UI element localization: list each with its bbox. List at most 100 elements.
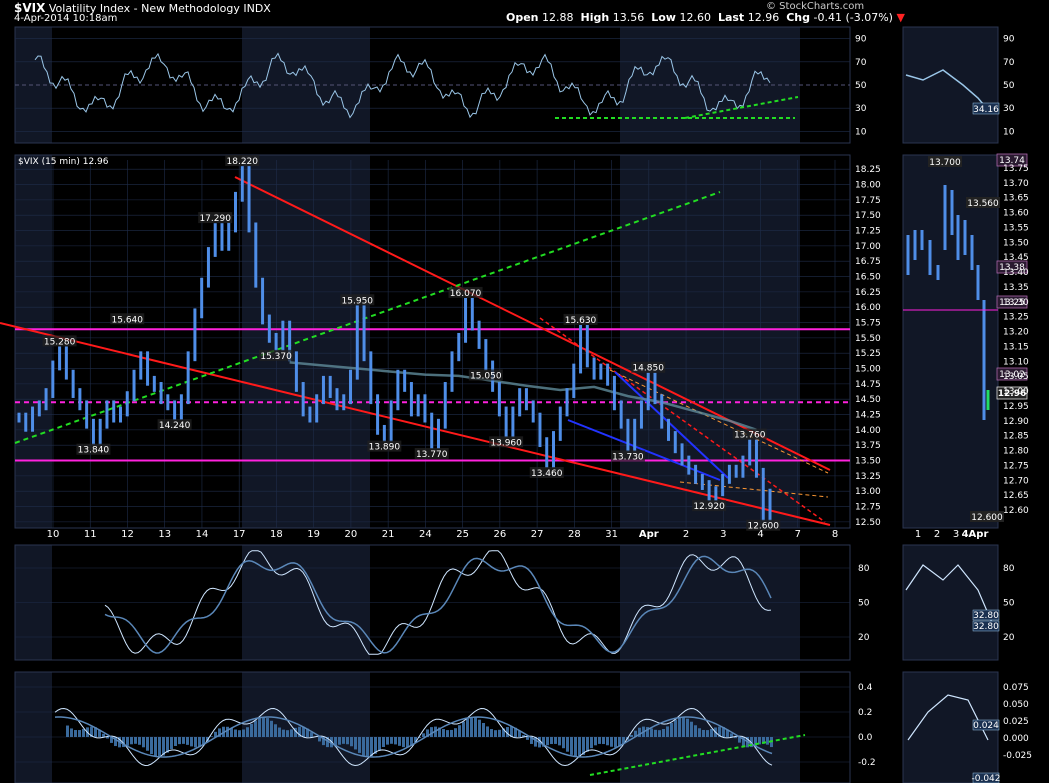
macd-histogram-bar xyxy=(406,737,409,748)
side-macd-tick-label: -0.025 xyxy=(1003,751,1032,761)
side-stoch-line xyxy=(905,564,994,626)
open-value: 12.88 xyxy=(542,11,574,24)
side-y-tick-label: 13.05 xyxy=(1003,372,1029,382)
macd-histogram-bar xyxy=(146,737,149,751)
macd-histogram-bar xyxy=(474,717,477,737)
chg-value: -0.41 (-3.07%) xyxy=(813,11,893,24)
macd-histogram-bar xyxy=(462,721,465,737)
open-label: Open xyxy=(506,11,539,24)
y-tick-label: 16.75 xyxy=(855,257,881,267)
price-badge-bg xyxy=(996,260,1028,274)
shade-band xyxy=(620,155,800,528)
macd-histogram-bar xyxy=(254,720,257,737)
macd-histogram-bar xyxy=(182,737,185,744)
shade-band xyxy=(15,672,52,783)
value-label-bg xyxy=(340,294,375,306)
down-arrow-icon: ▼ xyxy=(896,11,905,24)
x-tick-label: 26 xyxy=(493,529,506,540)
side-macd-line xyxy=(907,694,989,741)
macd-histogram-bar xyxy=(258,717,261,737)
y-tick-label: 13.50 xyxy=(855,457,881,467)
stoch-tick-label: 20 xyxy=(858,633,870,643)
value-label-bg xyxy=(225,155,260,167)
side-stoch-tick-label: 80 xyxy=(1003,564,1015,574)
macd-histogram-bar xyxy=(178,737,181,745)
macd-histogram-bar xyxy=(334,737,337,747)
macd-histogram-bar xyxy=(106,737,109,739)
low-value: 12.60 xyxy=(679,11,711,24)
stoch-tick-label: 50 xyxy=(858,599,870,609)
macd-histogram-bar xyxy=(170,737,173,750)
y-tick-label: 16.50 xyxy=(855,273,881,283)
y-tick-label: 13.25 xyxy=(855,472,881,482)
side-y-tick-label: 13.60 xyxy=(1003,209,1029,219)
y-tick-label: 13.00 xyxy=(855,487,881,497)
blue-channel-line xyxy=(614,371,729,479)
macd-histogram-bar xyxy=(690,721,693,737)
green-dashed-trendline xyxy=(14,191,721,444)
macd-histogram-bar xyxy=(554,737,557,744)
side-rsi-tick-label: 10 xyxy=(1003,127,1015,137)
macd-histogram-bar xyxy=(514,727,517,737)
side-macd-tick-label: 0.000 xyxy=(1003,734,1029,744)
macd-histogram-bar xyxy=(94,727,97,737)
macd-histogram-bar xyxy=(530,737,533,744)
macd-histogram-bar xyxy=(710,728,713,737)
macd-histogram-bar xyxy=(366,737,369,757)
macd-green-trendline xyxy=(589,734,806,776)
rsi-tick-label: 30 xyxy=(855,104,867,114)
y-tick-label: 17.75 xyxy=(855,196,881,206)
value-label: 17.290 xyxy=(199,214,231,224)
side-y-tick-label: 12.80 xyxy=(1003,447,1029,457)
value-label: 13.960 xyxy=(490,438,522,448)
macd-histogram-bar xyxy=(526,737,529,740)
x-tick-label: 25 xyxy=(456,529,469,540)
x-tick-label: 28 xyxy=(568,529,581,540)
value-label: 15.950 xyxy=(342,296,374,306)
macd-histogram-bar xyxy=(110,737,113,743)
macd-histogram-bar xyxy=(666,726,669,737)
macd-histogram-bar xyxy=(470,717,473,737)
shade-band xyxy=(242,155,370,528)
macd-histogram-bar xyxy=(590,737,593,749)
macd-histogram-bar xyxy=(294,727,297,737)
side-rsi-tick-label: 90 xyxy=(1003,35,1015,45)
y-tick-label: 15.75 xyxy=(855,319,881,329)
x-tick-label: Apr xyxy=(639,529,659,540)
side-y-tick-label: 13.40 xyxy=(1003,268,1029,278)
stoch-tick-label: 80 xyxy=(858,564,870,574)
macd-histogram-bar xyxy=(754,737,757,746)
value-label: 15.280 xyxy=(44,337,76,347)
macd-histogram-bar xyxy=(730,733,733,737)
x-tick-label: 3 xyxy=(720,529,726,540)
macd-histogram-bar xyxy=(654,729,657,737)
value-label-bg xyxy=(414,447,449,459)
chg-label: Chg xyxy=(786,11,810,24)
price-badge-bg xyxy=(996,367,1028,381)
side-y-tick-label: 12.60 xyxy=(1003,506,1029,516)
side-y-tick-label: 12.65 xyxy=(1003,491,1029,501)
macd-histogram-bar xyxy=(354,737,357,750)
side-y-tick-label: 13.25 xyxy=(1003,313,1029,323)
orange-dashed-line xyxy=(609,369,829,474)
y-tick-label: 17.00 xyxy=(855,242,881,252)
macd-histogram-bar xyxy=(242,729,245,737)
macd-histogram-bar xyxy=(450,729,453,737)
x-tick-label: 18 xyxy=(270,529,283,540)
macd-histogram-bar xyxy=(114,737,117,747)
value-label-bg xyxy=(157,419,192,431)
macd-histogram-bar xyxy=(706,730,709,737)
value-label: 12.600 xyxy=(747,522,779,532)
macd-histogram-bar xyxy=(410,737,413,746)
value-label: 16.070 xyxy=(450,289,482,299)
side-y-tick-label: 12.85 xyxy=(1003,432,1029,442)
macd-histogram-bar xyxy=(522,735,525,737)
side-stoch-tick-label: 20 xyxy=(1003,633,1015,643)
side-x-tick-label: 2 xyxy=(934,529,940,540)
value-label: 12.920 xyxy=(693,502,725,512)
macd-histogram-bar xyxy=(466,718,469,737)
value-label-bg xyxy=(732,428,767,440)
side-value-label-bg xyxy=(966,197,1000,208)
price-badge-bg xyxy=(996,386,1028,400)
side-y-tick-label: 13.70 xyxy=(1003,179,1029,189)
